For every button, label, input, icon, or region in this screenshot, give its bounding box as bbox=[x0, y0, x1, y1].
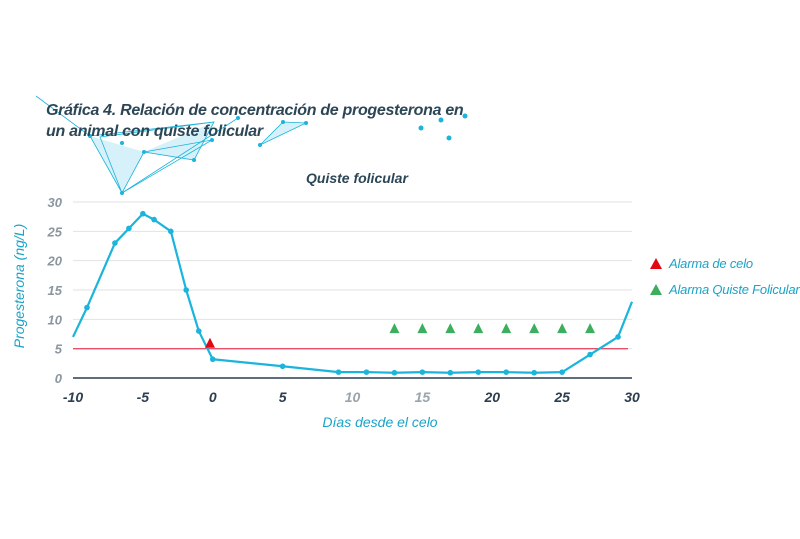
data-point bbox=[151, 216, 157, 223]
data-point bbox=[279, 363, 286, 370]
x-tick-label: 5 bbox=[279, 389, 287, 405]
x-tick-label: 25 bbox=[553, 389, 570, 405]
x-axis-label: Días desde el celo bbox=[322, 414, 437, 430]
y-tick-label: 25 bbox=[47, 224, 63, 239]
alarma-quiste-marker bbox=[529, 323, 540, 334]
red-triangle-icon bbox=[650, 258, 662, 269]
alarma-quiste-marker bbox=[389, 323, 400, 334]
data-point bbox=[209, 356, 216, 363]
data-point bbox=[126, 225, 132, 232]
y-tick-label: 30 bbox=[48, 195, 63, 210]
x-tick-label: -10 bbox=[63, 389, 83, 405]
alarma-celo-marker bbox=[204, 337, 215, 348]
alarma-quiste-marker bbox=[501, 323, 512, 334]
green-triangle-icon bbox=[650, 284, 662, 295]
alarma-quiste-marker bbox=[585, 323, 596, 334]
data-point bbox=[419, 369, 426, 375]
legend-label-alarma-quiste: Alarma Quiste Folicular bbox=[669, 282, 800, 297]
x-tick-label: -5 bbox=[137, 389, 150, 405]
data-point bbox=[140, 210, 146, 217]
x-tick-label: 10 bbox=[345, 389, 361, 405]
data-point bbox=[391, 369, 398, 376]
data-point bbox=[475, 369, 482, 375]
y-tick-label: 5 bbox=[55, 342, 63, 357]
data-point bbox=[559, 369, 565, 375]
data-point bbox=[503, 369, 510, 375]
data-point bbox=[615, 334, 621, 340]
data-point bbox=[168, 228, 174, 235]
data-point bbox=[531, 369, 537, 376]
alarma-quiste-marker bbox=[557, 323, 568, 334]
figure-title-line-2: un animal con quiste folicular bbox=[46, 123, 263, 140]
legend-item-alarma-celo: Alarma de celo bbox=[650, 256, 753, 271]
y-tick-label: 20 bbox=[47, 254, 63, 269]
alarma-quiste-marker bbox=[417, 323, 428, 334]
data-point bbox=[195, 328, 202, 334]
data-point bbox=[363, 369, 370, 375]
x-tick-label: 30 bbox=[624, 389, 640, 405]
data-point bbox=[447, 369, 454, 376]
y-axis-label: Progesterona (ng/L) bbox=[11, 224, 27, 349]
legend-label-alarma-celo: Alarma de celo bbox=[669, 256, 753, 271]
y-tick-label: 0 bbox=[55, 371, 63, 386]
legend-item-alarma-quiste: Alarma Quiste Folicular bbox=[650, 282, 800, 297]
data-point bbox=[587, 351, 593, 358]
x-tick-label: 0 bbox=[209, 389, 217, 405]
data-point bbox=[183, 287, 189, 293]
alarma-quiste-marker bbox=[445, 323, 456, 334]
figure-title-line-1: Gráfica 4. Relación de concentración de … bbox=[46, 102, 464, 119]
data-point bbox=[84, 304, 90, 311]
x-tick-label: 15 bbox=[415, 389, 431, 405]
y-tick-label: 15 bbox=[48, 283, 63, 298]
alarma-quiste-marker bbox=[473, 323, 484, 334]
y-tick-label: 10 bbox=[48, 312, 63, 327]
chart-title: Quiste folicular bbox=[306, 170, 408, 186]
data-point bbox=[112, 240, 118, 246]
x-tick-label: 20 bbox=[483, 389, 500, 405]
data-point bbox=[335, 369, 342, 375]
